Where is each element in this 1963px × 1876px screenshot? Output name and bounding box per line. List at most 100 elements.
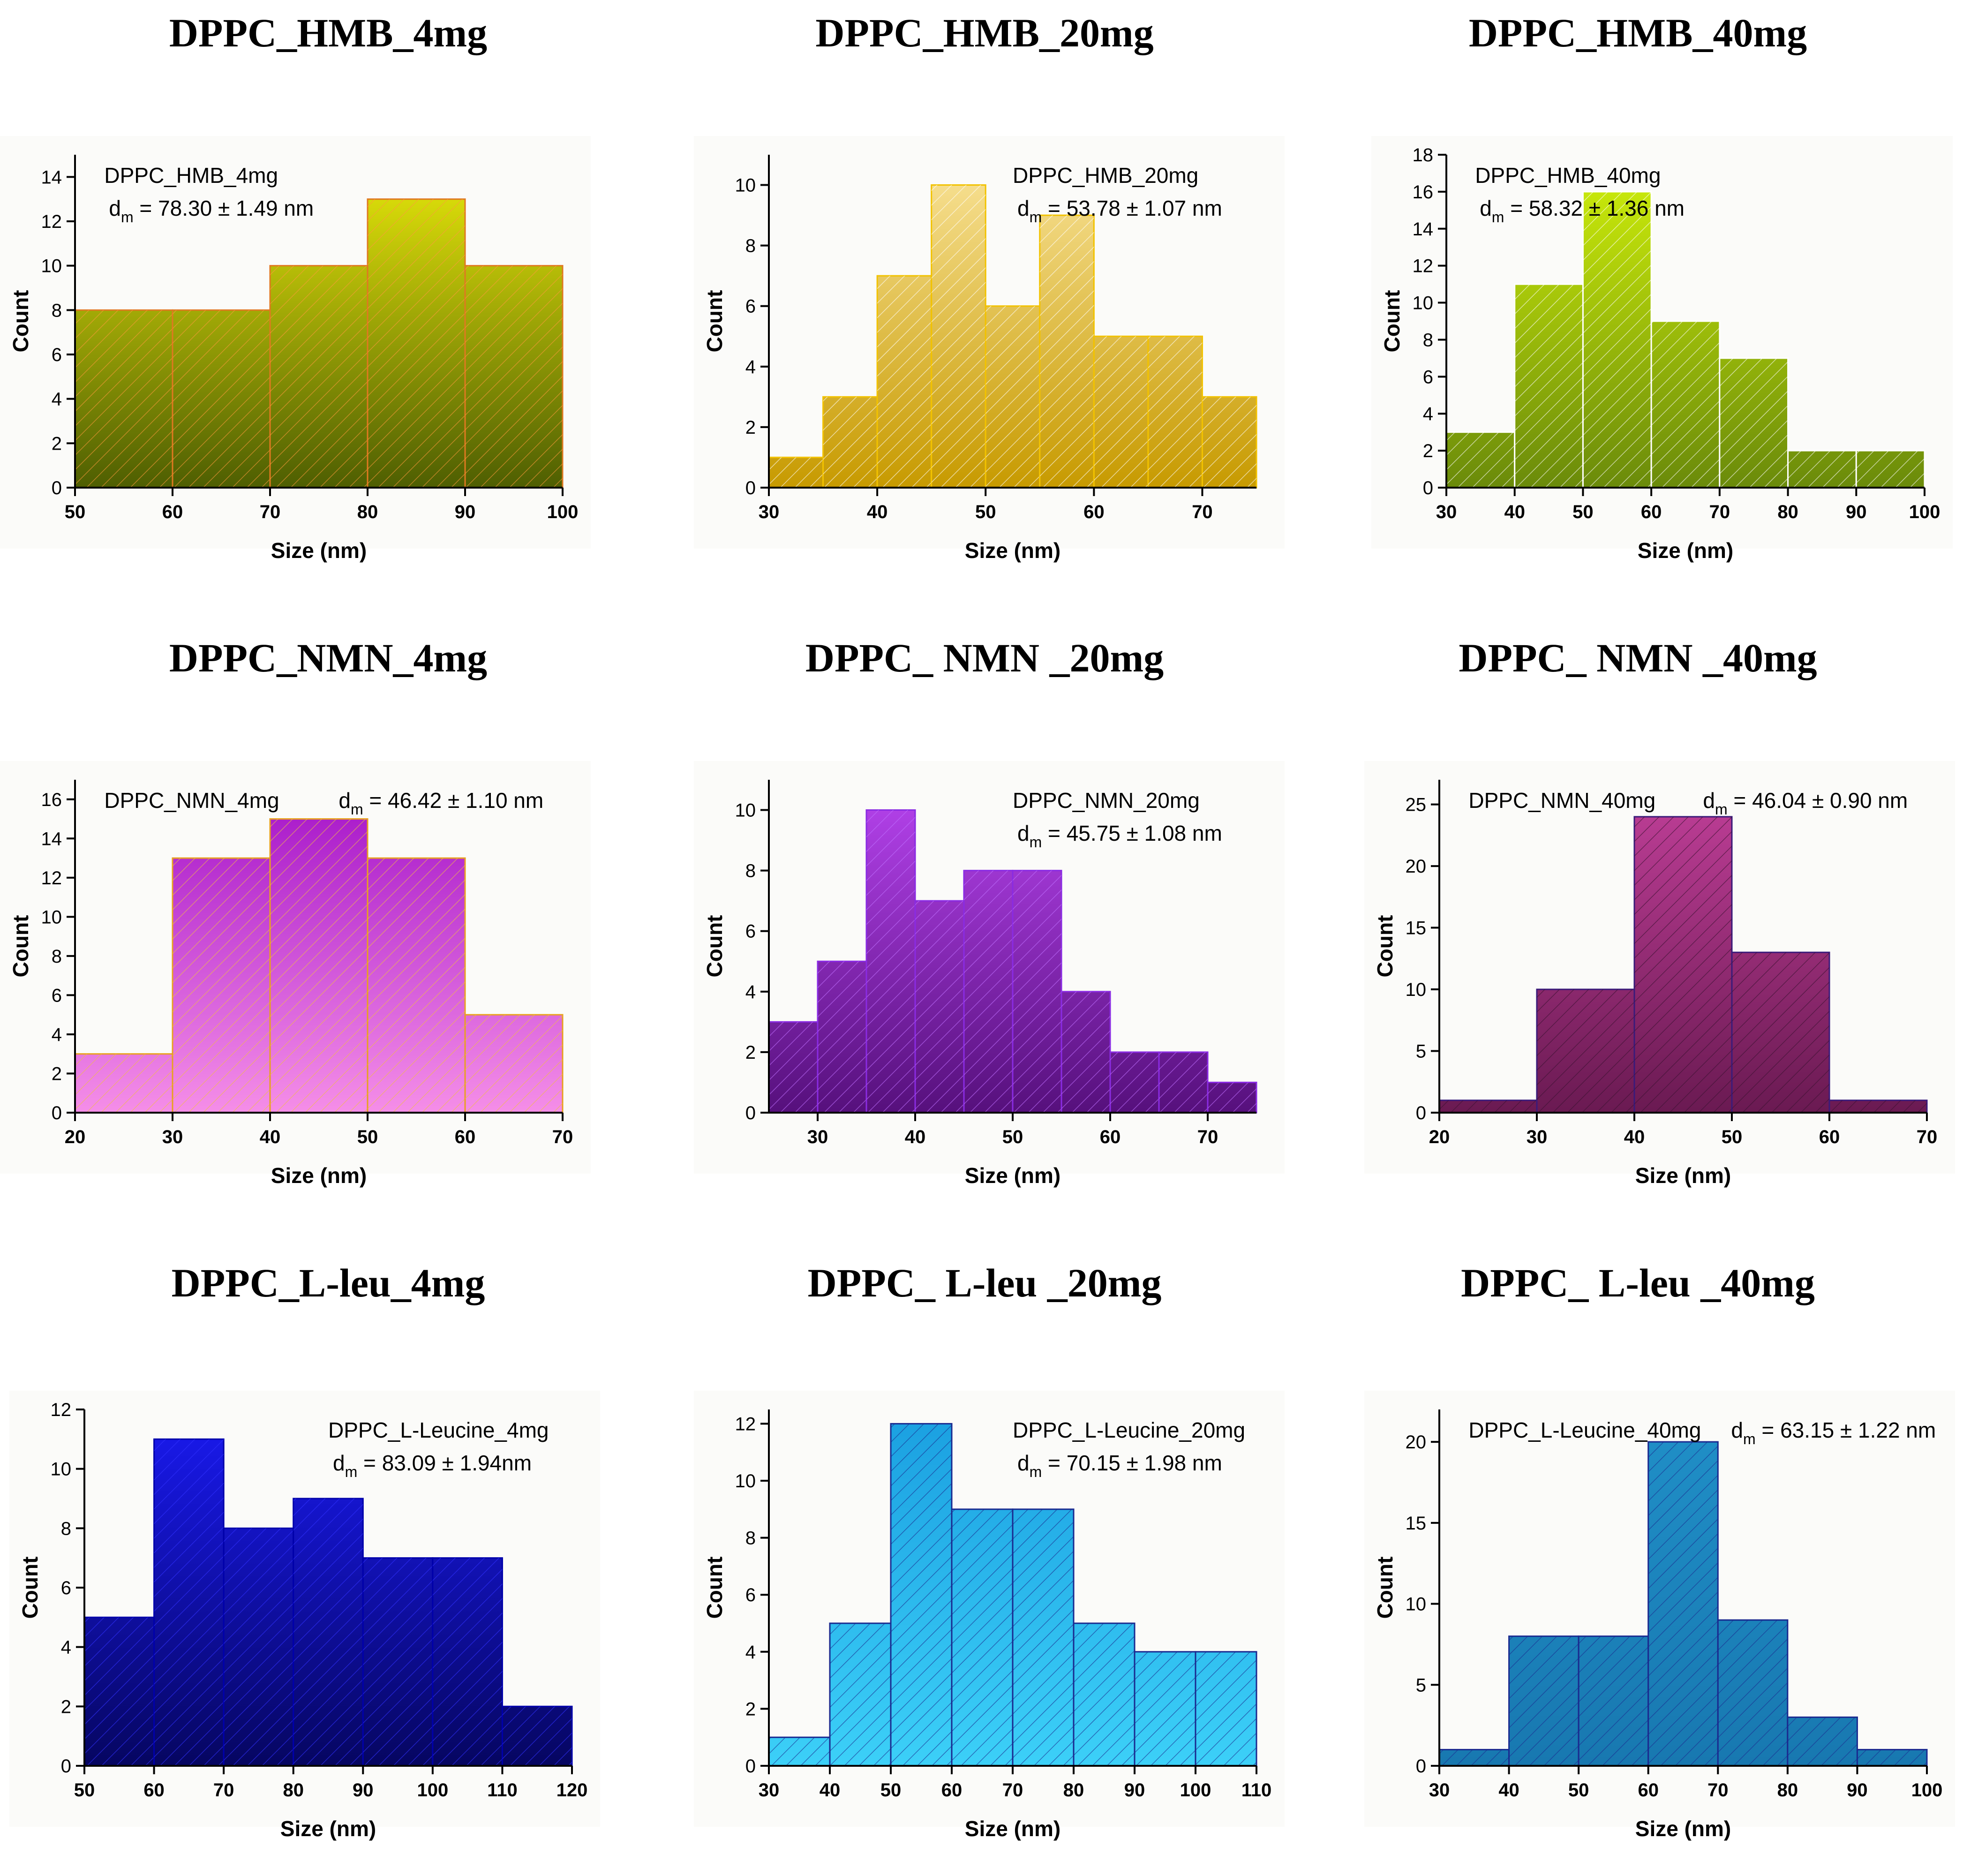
y-tick-label: 10 bbox=[41, 256, 62, 277]
x-tick-label: 50 bbox=[1568, 1780, 1589, 1801]
stat-subscript: m bbox=[1743, 1431, 1756, 1447]
x-axis-label: Size (nm) bbox=[280, 1816, 376, 1841]
y-axis-label: Count bbox=[1380, 290, 1404, 353]
x-axis-label: Size (nm) bbox=[965, 538, 1060, 563]
panel-nmn-40mg: DPPC_ NMN _40mg 20 30 40 50 60 70 0 5 10 15 20 25 Si… bbox=[1313, 625, 1963, 1250]
stat-symbol: d bbox=[109, 196, 121, 220]
y-tick-label: 8 bbox=[52, 300, 62, 321]
panel-lleu-20mg: DPPC_ L-leu _20mg 30 40 50 60 70 80 90 100 110 0 2… bbox=[656, 1250, 1313, 1876]
histogram-chart: 30 40 50 60 70 80 90 100 0 5 10 15 20 Size (nm) Count D… bbox=[1364, 1391, 1955, 1841]
panel-title: DPPC_ L-leu _40mg bbox=[1461, 1260, 1815, 1305]
histogram-bar-hatch bbox=[1788, 451, 1857, 488]
stat-equals: = bbox=[1504, 196, 1528, 220]
y-tick-label: 18 bbox=[1413, 145, 1434, 166]
x-tick-label: 70 bbox=[1917, 1127, 1938, 1147]
histogram-bar-hatch bbox=[1514, 284, 1583, 488]
y-tick-label: 10 bbox=[1406, 979, 1427, 1000]
y-tick-label: 0 bbox=[1416, 1103, 1426, 1123]
histogram-bar-hatch bbox=[877, 276, 932, 488]
annotation-title: DPPC_L-Leucine_40mg bbox=[1468, 1418, 1701, 1442]
annotation-stat: dm = 70.15 ± 1.98 nm bbox=[1017, 1451, 1222, 1480]
y-tick-label: 10 bbox=[51, 1459, 72, 1480]
y-tick-label: 2 bbox=[52, 1063, 62, 1084]
histogram-bar-hatch bbox=[1829, 1100, 1927, 1113]
histogram-bar-hatch bbox=[1202, 397, 1256, 488]
y-tick-label: 25 bbox=[1406, 795, 1427, 815]
histogram-chart: 50 60 70 80 90 100 110 120 0 2 4 6 8 10 12 Size (nm) Cou… bbox=[9, 1391, 600, 1841]
y-tick-label: 20 bbox=[1406, 856, 1427, 877]
y-tick-label: 4 bbox=[52, 389, 62, 410]
annotation-stat: dm = 45.75 ± 1.08 nm bbox=[1017, 821, 1222, 851]
x-tick-label: 20 bbox=[1429, 1127, 1450, 1147]
stat-symbol: d bbox=[1703, 788, 1715, 813]
histogram-bar-hatch bbox=[1061, 991, 1110, 1113]
histogram-chart: 30 40 50 60 70 0 2 4 6 8 10 Size (nm) Count DPPC_NMN_… bbox=[694, 761, 1285, 1188]
x-tick-label: 70 bbox=[1709, 502, 1730, 522]
histogram-bar-hatch bbox=[964, 870, 1013, 1113]
stat-symbol: d bbox=[1017, 196, 1030, 220]
y-tick-label: 6 bbox=[745, 921, 756, 942]
stat-subscript: m bbox=[1030, 209, 1042, 226]
y-tick-label: 10 bbox=[41, 907, 62, 927]
x-tick-label: 50 bbox=[1572, 502, 1594, 522]
x-tick-label: 80 bbox=[283, 1780, 304, 1801]
panel-hmb-20mg: DPPC_HMB_20mg 30 40 50 60 70 0 2 4 6 8 10 Size (nm)… bbox=[656, 0, 1313, 625]
histogram-bar-hatch bbox=[1787, 1717, 1858, 1766]
y-tick-label: 2 bbox=[1423, 441, 1433, 461]
y-tick-label: 12 bbox=[51, 1400, 72, 1420]
y-tick-label: 5 bbox=[1416, 1675, 1426, 1695]
y-tick-label: 15 bbox=[1406, 918, 1427, 939]
histogram-bar-hatch bbox=[866, 810, 915, 1113]
x-tick-label: 30 bbox=[1527, 1127, 1548, 1147]
x-tick-label: 70 bbox=[1197, 1127, 1218, 1147]
y-tick-label: 6 bbox=[52, 985, 62, 1006]
x-tick-label: 90 bbox=[455, 502, 476, 522]
y-tick-label: 16 bbox=[41, 790, 62, 810]
x-tick-label: 30 bbox=[1436, 502, 1457, 522]
y-tick-label: 10 bbox=[1413, 293, 1434, 314]
x-tick-label: 60 bbox=[162, 502, 183, 522]
histogram-bar-hatch bbox=[1446, 432, 1515, 488]
histogram-bar-hatch bbox=[1159, 1052, 1208, 1113]
histogram-bar-hatch bbox=[1732, 952, 1829, 1113]
y-tick-label: 14 bbox=[41, 829, 62, 849]
y-tick-label: 0 bbox=[61, 1756, 71, 1777]
bars bbox=[1445, 191, 1925, 489]
x-tick-label: 60 bbox=[1083, 502, 1105, 522]
histogram-bar-hatch bbox=[931, 185, 986, 488]
x-tick-label: 60 bbox=[1638, 1780, 1659, 1801]
stat-value: 46.04 ± 0.90 nm bbox=[1752, 788, 1908, 813]
stat-value: 70.15 ± 1.98 nm bbox=[1067, 1451, 1222, 1475]
x-tick-label: 60 bbox=[1641, 502, 1662, 522]
x-tick-label: 90 bbox=[353, 1780, 374, 1801]
histogram-bar-hatch bbox=[1196, 1651, 1256, 1766]
y-tick-label: 20 bbox=[1406, 1432, 1427, 1453]
annotation-title: DPPC_NMN_40mg bbox=[1468, 788, 1655, 813]
stat-subscript: m bbox=[1715, 801, 1728, 818]
stat-subscript: m bbox=[1492, 209, 1504, 226]
histogram-bar-hatch bbox=[823, 397, 878, 488]
y-tick-label: 5 bbox=[1416, 1041, 1426, 1062]
histogram-bar-hatch bbox=[1537, 989, 1634, 1113]
x-tick-label: 30 bbox=[807, 1127, 828, 1147]
stat-subscript: m bbox=[121, 209, 134, 226]
x-tick-label: 80 bbox=[1777, 1780, 1798, 1801]
x-axis-label: Size (nm) bbox=[271, 1163, 367, 1188]
x-tick-label: 30 bbox=[162, 1127, 183, 1147]
panel-title: DPPC_HMB_40mg bbox=[1468, 10, 1807, 55]
x-tick-label: 70 bbox=[552, 1127, 573, 1147]
x-axis-label: Size (nm) bbox=[1635, 1816, 1731, 1841]
y-tick-label: 15 bbox=[1406, 1513, 1427, 1534]
y-axis-label: Count bbox=[8, 915, 33, 978]
histogram-bar-hatch bbox=[1648, 1442, 1718, 1766]
histogram-bar-hatch bbox=[1857, 1749, 1927, 1766]
histogram-chart: 30 40 50 60 70 80 90 100 0 2 4 6 8 10 12 14 16 18 Size (nm… bbox=[1371, 136, 1953, 563]
panel-hmb-4mg: DPPC_HMB_4mg 50 60 70 80 90 100 0 2 4 6 8 10 12 14 Siz… bbox=[0, 0, 656, 625]
y-tick-label: 4 bbox=[1423, 404, 1433, 424]
x-tick-label: 60 bbox=[941, 1780, 963, 1801]
y-tick-label: 0 bbox=[1416, 1756, 1426, 1777]
bars bbox=[83, 1438, 573, 1767]
x-tick-label: 80 bbox=[1063, 1780, 1084, 1801]
histogram-bar-hatch bbox=[75, 1054, 173, 1113]
panel-nmn-20mg: DPPC_ NMN _20mg 30 40 50 60 70 0 2 4 6 8 10 Size (n… bbox=[656, 625, 1313, 1250]
